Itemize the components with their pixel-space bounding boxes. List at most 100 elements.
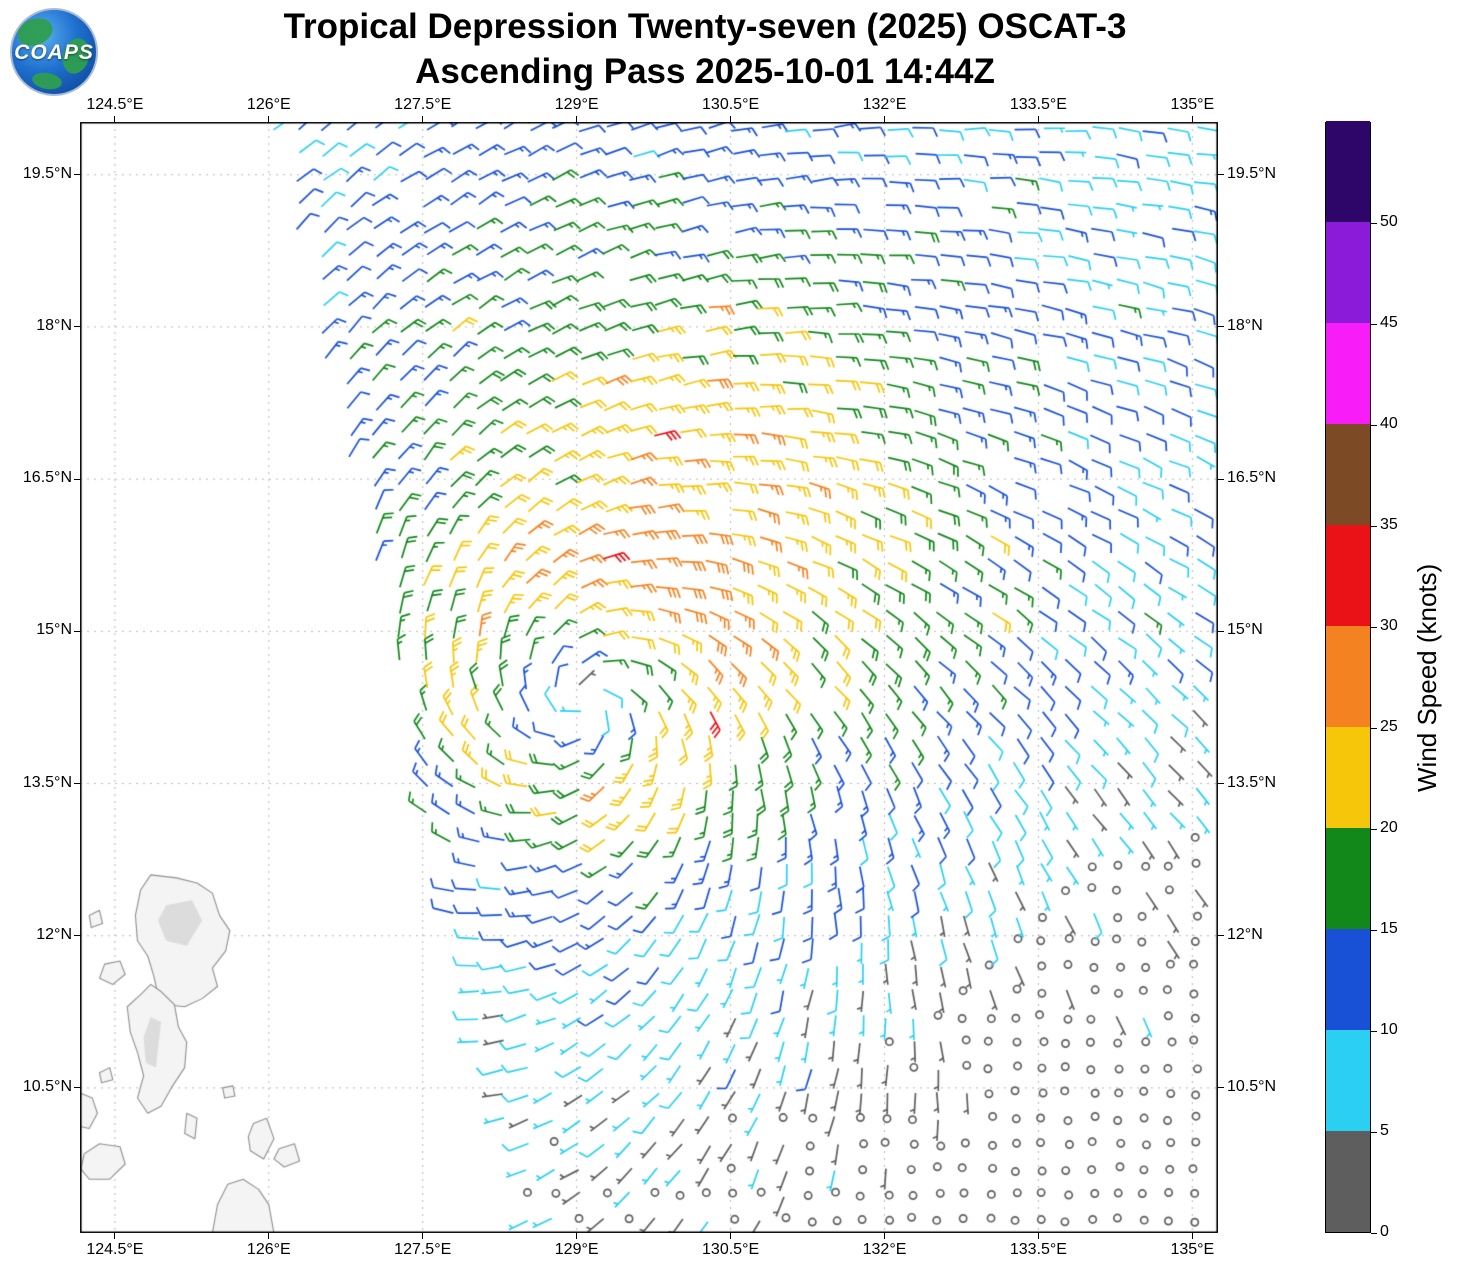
lon-tick-label-top: 127.5°E bbox=[394, 96, 452, 113]
colorbar-segment bbox=[1326, 827, 1370, 929]
lon-tick-mark bbox=[1037, 1233, 1039, 1239]
lat-tick-label-left: 10.5°N bbox=[22, 1077, 72, 1095]
lat-tick-label-right: 16.5°N bbox=[1227, 469, 1277, 487]
colorbar-tick-label: 35 bbox=[1380, 516, 1398, 533]
colorbar-segment bbox=[1326, 1029, 1370, 1131]
colorbar-segment bbox=[1326, 322, 1370, 424]
lon-tick-label-top: 132°E bbox=[862, 96, 907, 113]
lon-tick-mark bbox=[1191, 116, 1193, 122]
colorbar-segment bbox=[1326, 524, 1370, 626]
lat-tick-label-right: 12°N bbox=[1227, 925, 1263, 943]
lon-tick-label-bottom: 129°E bbox=[554, 1241, 599, 1258]
coaps-logo: COAPS bbox=[10, 8, 98, 96]
colorbar-segment bbox=[1326, 928, 1370, 1030]
colorbar-axis-label: Wind Speed (knots) bbox=[1412, 563, 1442, 792]
colorbar-tick-label: 20 bbox=[1380, 819, 1398, 836]
plot-title: Tropical Depression Twenty-seven (2025) … bbox=[90, 5, 1320, 95]
lon-tick-mark bbox=[730, 1233, 732, 1239]
colorbar-bar bbox=[1325, 120, 1371, 1233]
lat-tick-mark bbox=[74, 174, 80, 176]
lon-tick-label-bottom: 133.5°E bbox=[1009, 1241, 1067, 1258]
globe-continent-shape bbox=[30, 70, 64, 92]
lon-tick-label-bottom: 130.5°E bbox=[702, 1241, 760, 1258]
lat-tick-mark bbox=[74, 783, 80, 785]
lat-tick-mark bbox=[74, 935, 80, 937]
lon-tick-label-bottom: 127.5°E bbox=[394, 1241, 452, 1258]
map-plot-area bbox=[80, 122, 1218, 1233]
colorbar-tick-label: 30 bbox=[1380, 617, 1398, 634]
colorbar-tick-label: 40 bbox=[1380, 415, 1398, 432]
lon-tick-mark bbox=[422, 1233, 424, 1239]
lat-tick-label-left: 13.5°N bbox=[22, 773, 72, 791]
colorbar-tick-mark bbox=[1371, 626, 1377, 628]
lat-tick-label-left: 15°N bbox=[36, 621, 72, 639]
lat-tick-mark bbox=[1218, 174, 1224, 176]
colorbar-segment bbox=[1326, 625, 1370, 727]
plot-title-line1: Tropical Depression Twenty-seven (2025) … bbox=[283, 7, 1127, 46]
lat-tick-label-left: 19.5°N bbox=[22, 164, 72, 182]
colorbar-segment bbox=[1326, 726, 1370, 828]
lat-tick-mark bbox=[1218, 935, 1224, 937]
lat-tick-mark bbox=[1218, 1087, 1224, 1089]
lon-tick-label-top: 126°E bbox=[246, 96, 291, 113]
colorbar-tick-label: 5 bbox=[1380, 1122, 1389, 1139]
colorbar-tick-mark bbox=[1371, 1232, 1377, 1234]
coaps-globe-icon: COAPS bbox=[10, 8, 98, 96]
lon-tick-label-bottom: 124.5°E bbox=[86, 1241, 144, 1258]
lat-tick-mark bbox=[1218, 630, 1224, 632]
colorbar-segment bbox=[1326, 1130, 1370, 1232]
colorbar-tick-mark bbox=[1371, 727, 1377, 729]
colorbar-tick-label: 50 bbox=[1380, 213, 1398, 230]
wind-barb-map-canvas bbox=[80, 122, 1218, 1233]
lon-tick-label-bottom: 132°E bbox=[862, 1241, 907, 1258]
lon-tick-label-top: 135°E bbox=[1170, 96, 1215, 113]
colorbar-tick-mark bbox=[1371, 222, 1377, 224]
lon-tick-mark bbox=[884, 116, 885, 122]
colorbar-tick-label: 15 bbox=[1380, 920, 1398, 937]
colorbar-tick-label: 0 bbox=[1380, 1223, 1389, 1240]
lon-tick-mark bbox=[1037, 116, 1039, 122]
lat-tick-mark bbox=[74, 478, 80, 480]
lat-tick-mark bbox=[74, 326, 80, 328]
colorbar-tick-mark bbox=[1371, 828, 1377, 830]
lon-tick-mark bbox=[884, 1233, 885, 1239]
colorbar-tick-mark bbox=[1371, 1131, 1377, 1133]
lon-tick-mark bbox=[268, 1233, 270, 1239]
lon-tick-mark bbox=[422, 116, 424, 122]
lon-tick-label-top: 124.5°E bbox=[86, 96, 144, 113]
colorbar-tick-label: 25 bbox=[1380, 718, 1398, 735]
lon-tick-label-top: 133.5°E bbox=[1009, 96, 1067, 113]
lon-tick-label-top: 130.5°E bbox=[702, 96, 760, 113]
lat-tick-label-left: 16.5°N bbox=[22, 469, 72, 487]
lon-tick-mark bbox=[114, 1233, 116, 1239]
colorbar-tick-mark bbox=[1371, 525, 1377, 527]
colorbar-segment bbox=[1326, 120, 1370, 222]
lon-tick-mark bbox=[576, 1233, 578, 1239]
lat-tick-label-right: 19.5°N bbox=[1227, 164, 1277, 182]
lon-tick-mark bbox=[730, 116, 732, 122]
colorbar-tick-mark bbox=[1371, 323, 1377, 325]
coaps-logo-text: COAPS bbox=[14, 41, 94, 64]
lat-tick-mark bbox=[74, 630, 80, 632]
lat-tick-mark bbox=[1218, 783, 1224, 785]
lon-tick-label-top: 129°E bbox=[554, 96, 599, 113]
colorbar-tick-label: 45 bbox=[1380, 314, 1398, 331]
lat-tick-label-right: 18°N bbox=[1227, 316, 1263, 334]
lon-tick-label-bottom: 126°E bbox=[246, 1241, 291, 1258]
lon-tick-label-bottom: 135°E bbox=[1170, 1241, 1215, 1258]
lat-tick-label-left: 12°N bbox=[36, 925, 72, 943]
lon-tick-mark bbox=[576, 116, 578, 122]
colorbar-segment bbox=[1326, 423, 1370, 525]
colorbar-segment bbox=[1326, 221, 1370, 323]
colorbar-tick-mark bbox=[1371, 1030, 1377, 1032]
lat-tick-label-right: 15°N bbox=[1227, 621, 1263, 639]
lon-tick-mark bbox=[1191, 1233, 1193, 1239]
lat-tick-label-left: 18°N bbox=[36, 316, 72, 334]
plot-title-line2: Ascending Pass 2025-10-01 14:44Z bbox=[415, 51, 995, 91]
colorbar-tick-mark bbox=[1371, 929, 1377, 931]
lon-tick-mark bbox=[114, 116, 116, 122]
lat-tick-label-right: 13.5°N bbox=[1227, 773, 1277, 791]
colorbar-tick-mark bbox=[1371, 424, 1377, 426]
lat-tick-mark bbox=[1218, 326, 1224, 328]
